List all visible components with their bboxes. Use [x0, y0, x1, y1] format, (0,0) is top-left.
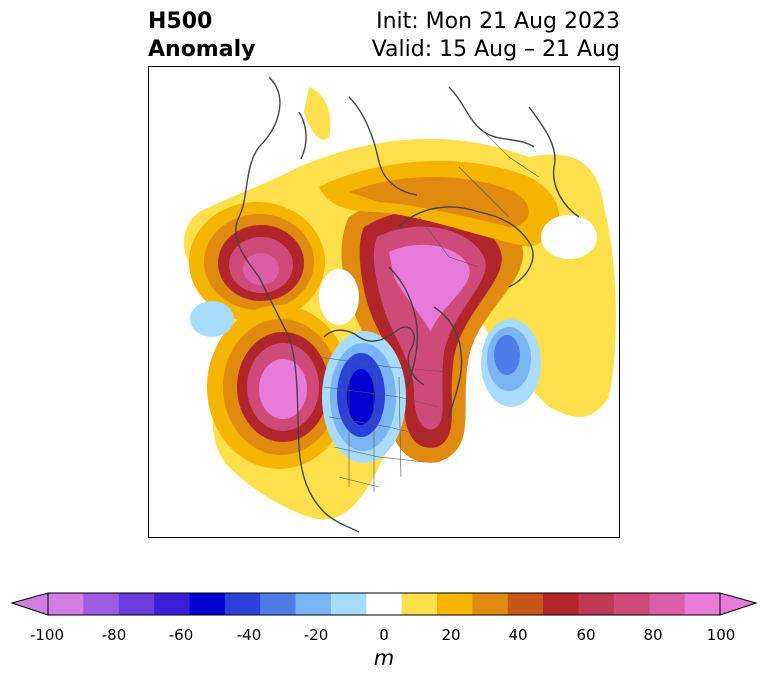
ridge-greenland — [341, 192, 524, 463]
tick-label: 20 — [441, 626, 461, 644]
colorbar-segment — [437, 593, 473, 615]
map-dates: Init: Mon 21 Aug 2023 Valid: 15 Aug – 21… — [372, 8, 620, 64]
colorbar-segment — [118, 593, 155, 615]
colorbar-segment — [543, 593, 580, 615]
colorbar-segment — [330, 593, 367, 615]
trough-north-atlantic — [481, 319, 541, 407]
anomaly-map-svg — [149, 76, 616, 533]
colorbar-unit-label: m — [373, 646, 395, 670]
title-variable: H500 — [148, 9, 213, 34]
colorbar-segment — [48, 593, 84, 615]
colorbar-segment — [189, 593, 226, 615]
trough-central-canada — [322, 331, 406, 463]
tick-label: 80 — [643, 626, 663, 644]
anomaly-map — [148, 66, 620, 538]
ridge-alaska — [189, 202, 325, 322]
political-borders — [318, 126, 540, 492]
trough-north-pacific — [190, 301, 234, 337]
colorbar-segment — [224, 593, 261, 615]
colorbar-segment — [366, 593, 403, 615]
tick-label: -100 — [29, 626, 65, 644]
colorbar-svg — [10, 592, 758, 616]
tick-label: 60 — [576, 626, 596, 644]
ridge-pacific-coast — [207, 305, 351, 469]
colorbar-segment — [578, 593, 615, 615]
init-date: Init: Mon 21 Aug 2023 — [376, 9, 620, 34]
colorbar-segment — [507, 593, 544, 615]
colorbar-segment — [613, 593, 650, 615]
colorbar-segments — [48, 593, 721, 615]
colorbar-segment — [401, 593, 438, 615]
colorbar — [0, 585, 768, 685]
tick-label: 0 — [379, 626, 389, 644]
tick-label: -80 — [101, 626, 127, 644]
colorbar-min-arrow — [10, 592, 49, 616]
title-field: Anomaly — [148, 37, 256, 62]
colorbar-segment — [260, 593, 297, 615]
coastlines — [235, 76, 580, 533]
map-title: H500 Anomaly — [148, 8, 255, 64]
near-zero-areas — [149, 215, 597, 325]
tick-label: -20 — [303, 626, 329, 644]
tick-label: -40 — [236, 626, 262, 644]
tick-label: 100 — [706, 626, 736, 644]
colorbar-segment — [649, 593, 686, 615]
colorbar-segment — [684, 593, 721, 615]
colorbar-segment — [295, 593, 332, 615]
colorbar-segment — [83, 593, 120, 615]
ridge-arctic-eurasia — [319, 160, 559, 247]
valid-range: Valid: 15 Aug – 21 Aug — [371, 37, 620, 62]
tick-label: -60 — [168, 626, 194, 644]
colorbar-segment — [472, 593, 509, 615]
tick-label: 40 — [508, 626, 528, 644]
colorbar-segment — [154, 593, 190, 615]
colorbar-max-arrow — [719, 592, 758, 616]
